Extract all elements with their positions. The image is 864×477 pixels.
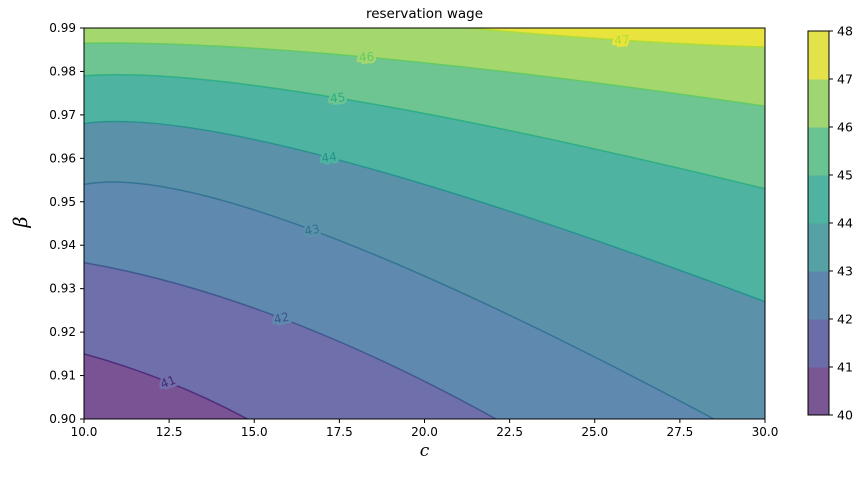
colorbar-band-45-46 xyxy=(808,127,829,176)
colorbar-tick-label: 40 xyxy=(837,408,853,423)
colorbar-tick-label: 41 xyxy=(837,360,853,375)
colorbar-band-41-42 xyxy=(808,319,829,368)
contour-line-44 xyxy=(84,120,765,303)
colorbar-band-46-47 xyxy=(808,79,829,128)
contour-label-43: 43 xyxy=(303,222,321,239)
colorbar-band-44-45 xyxy=(808,175,829,224)
y-tick-label: 0.96 xyxy=(49,151,76,165)
y-tick-label: 0.92 xyxy=(49,325,76,339)
y-tick-label: 0.94 xyxy=(49,238,76,252)
colorbar-band-47-48 xyxy=(808,31,829,80)
y-axis-label: β xyxy=(10,216,32,228)
colorbar-tick-label: 45 xyxy=(837,168,853,183)
x-tick-label: 12.5 xyxy=(156,425,183,439)
contour-line-46 xyxy=(84,42,765,107)
x-axis-ticks: 10.0 12.5 15.0 17.5 20.0 22.5 25.0 27.5 30.0 xyxy=(71,419,779,439)
colorbar-band-42-43 xyxy=(808,271,829,320)
y-tick-label: 0.97 xyxy=(49,108,76,122)
y-tick-label: 0.90 xyxy=(49,412,76,426)
y-axis-ticks: 0.90 0.91 0.92 0.93 0.94 0.95 0.96 0.97 0.98 0.99 xyxy=(49,21,84,426)
y-tick-label: 0.95 xyxy=(49,195,76,209)
plot-bands xyxy=(84,28,765,419)
contour-label-46: 46 xyxy=(359,50,375,65)
colorbar: 40 41 42 43 44 45 46 47 48 xyxy=(807,24,853,423)
x-tick-label: 30.0 xyxy=(752,425,779,439)
x-tick-label: 22.5 xyxy=(496,425,523,439)
y-tick-label: 0.99 xyxy=(49,21,76,35)
contour-line-47 xyxy=(468,28,765,48)
plot-title: reservation wage xyxy=(365,6,484,22)
band-47-48 xyxy=(468,28,765,48)
colorbar-tick-label: 42 xyxy=(837,312,853,327)
y-tick-label: 0.91 xyxy=(49,369,76,383)
x-tick-label: 25.0 xyxy=(581,425,608,439)
x-tick-label: 27.5 xyxy=(667,425,694,439)
contour-line-43 xyxy=(84,181,715,419)
colorbar-tick-label: 44 xyxy=(837,216,853,231)
contour-label-42: 42 xyxy=(272,310,290,327)
contour-label-47: 47 xyxy=(614,33,630,48)
x-tick-label: 17.5 xyxy=(326,425,353,439)
contour-line-42 xyxy=(84,261,497,419)
colorbar-band-40-41 xyxy=(808,367,829,416)
contour-lines xyxy=(84,28,765,419)
x-tick-label: 10.0 xyxy=(71,425,98,439)
x-axis-label: c xyxy=(419,441,430,461)
colorbar-tick-label: 46 xyxy=(837,120,853,135)
contour-label-45: 45 xyxy=(329,90,346,106)
colorbar-tick-label: 43 xyxy=(837,264,853,279)
contour-line-45 xyxy=(84,73,765,190)
colorbar-band-43-44 xyxy=(808,223,829,272)
contour-line-41 xyxy=(84,353,248,419)
y-tick-label: 0.93 xyxy=(49,282,76,296)
contour-label-44: 44 xyxy=(321,149,338,165)
y-tick-label: 0.98 xyxy=(49,64,76,78)
colorbar-tick-label: 47 xyxy=(837,72,853,87)
x-tick-label: 15.0 xyxy=(241,425,268,439)
x-tick-label: 20.0 xyxy=(411,425,438,439)
colorbar-tick-label: 48 xyxy=(837,24,853,39)
